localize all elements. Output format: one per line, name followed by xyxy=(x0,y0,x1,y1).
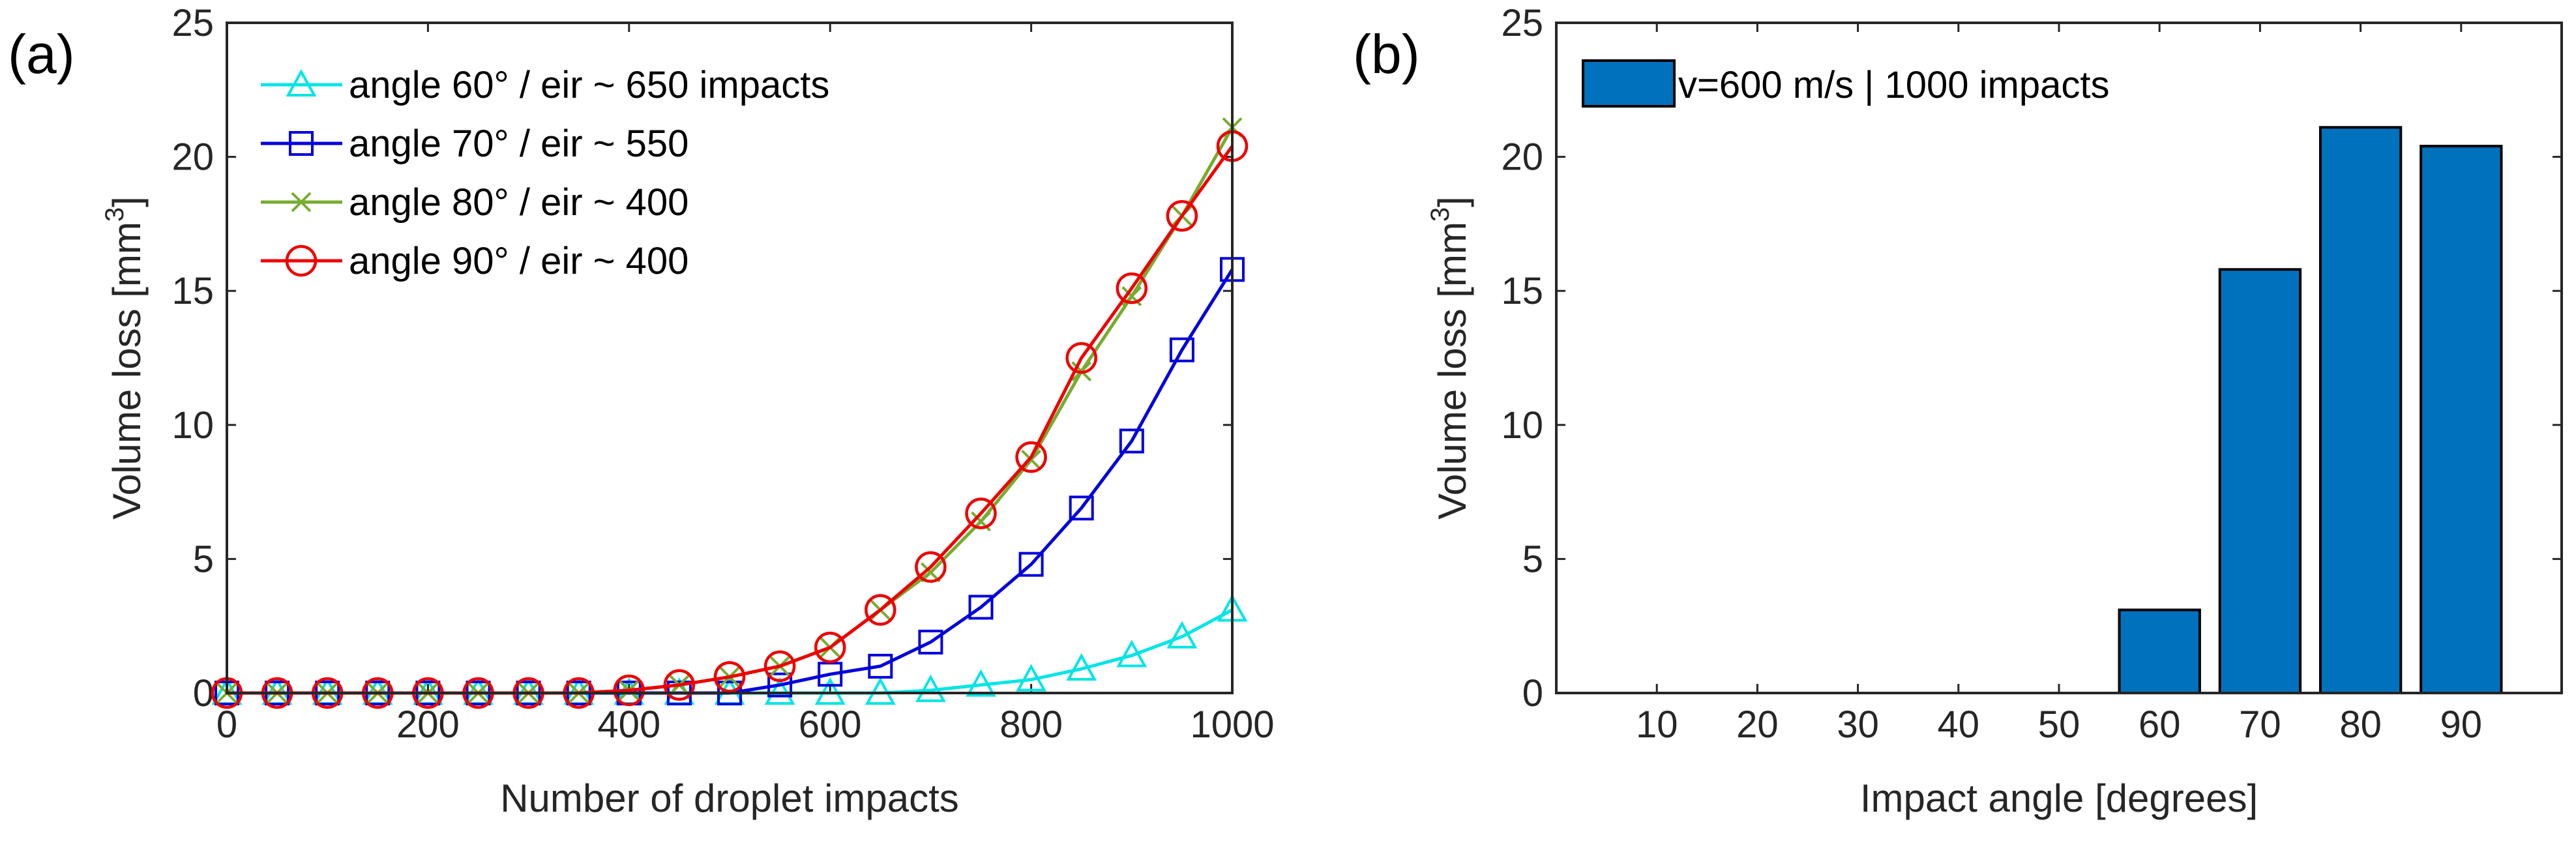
legend-label: angle 90° / eir ~ 400 xyxy=(349,240,688,282)
panel-a-x-axis-label: Number of droplet impacts xyxy=(500,776,959,820)
y-tick-label: 0 xyxy=(193,672,214,715)
legend-marker xyxy=(289,131,314,156)
x-tick-label: 0 xyxy=(216,703,237,746)
x-tick-label: 10 xyxy=(1636,703,1678,746)
series-triangle xyxy=(211,594,1248,705)
panel-a-axes-frame xyxy=(226,22,1234,694)
data-point xyxy=(613,674,645,707)
bar-60 xyxy=(2118,608,2201,695)
panel-b-axes-frame xyxy=(1555,22,2563,694)
data-point xyxy=(814,631,846,664)
panel-b-legend-label: v=600 m/s | 1000 impacts xyxy=(1678,64,2109,106)
panel-b-label: (b) xyxy=(1353,23,1420,85)
legend-background xyxy=(248,46,958,293)
legend-entry: angle 70° / eir ~ 550 xyxy=(261,123,688,165)
data-point xyxy=(915,674,946,702)
panel-b-y-axis-label: Volume loss [mm3] xyxy=(1426,196,1474,520)
panel-b-bars xyxy=(2118,126,2503,695)
panel-b-ticks: 0 5 10 15 20 25 10 20 30 40 50 60 70 80 90 xyxy=(1501,2,2562,746)
data-point xyxy=(1065,342,1097,374)
panel-a-label: (a) xyxy=(8,23,75,85)
x-tick-label: 50 xyxy=(2038,703,2080,746)
panel-a-legend: angle 60° / eir ~ 650 impacts angle 70° /… xyxy=(248,46,958,293)
data-point xyxy=(1015,441,1047,473)
data-point xyxy=(713,661,746,693)
y-tick-label: 5 xyxy=(193,538,214,580)
data-point xyxy=(1166,621,1198,649)
y-tick-label: 10 xyxy=(1501,404,1543,447)
bar-80 xyxy=(2318,126,2403,695)
legend-entry: angle 80° / eir ~ 400 xyxy=(261,181,688,224)
panel-b-bar-chart: (b) 0 5 10 15 20 25 10 20 30 40 50 60 70 80 90 v=600 m… xyxy=(1353,2,2563,820)
data-point xyxy=(1069,495,1094,521)
x-tick-label: 70 xyxy=(2239,703,2281,746)
data-point xyxy=(1119,428,1144,454)
x-tick-label: 200 xyxy=(396,703,460,746)
bar-70 xyxy=(2218,268,2302,694)
data-point xyxy=(918,629,943,655)
series-square xyxy=(215,257,1245,705)
data-point xyxy=(1016,664,1046,692)
panel-b-legend: v=600 m/s | 1000 impacts xyxy=(1582,59,2109,108)
data-point xyxy=(1066,653,1097,681)
x-tick-label: 1000 xyxy=(1190,703,1274,746)
data-point xyxy=(968,595,994,620)
x-tick-label: 20 xyxy=(1736,703,1779,746)
data-point xyxy=(763,650,796,683)
data-point xyxy=(915,551,947,583)
data-point xyxy=(966,669,996,697)
y-tick-label: 20 xyxy=(171,136,214,179)
y-tick-label: 25 xyxy=(1501,2,1543,44)
legend-entry: angle 60° / eir ~ 650 impacts xyxy=(261,64,829,106)
bar-90 xyxy=(2420,145,2503,695)
y-tick-label: 25 xyxy=(171,2,214,44)
legend-marker xyxy=(291,192,312,213)
legend-label: angle 60° / eir ~ 650 impacts xyxy=(349,64,829,106)
y-tick-label: 20 xyxy=(1501,136,1543,179)
y-tick-label: 0 xyxy=(1522,672,1543,715)
data-point xyxy=(1116,272,1148,304)
legend-label: angle 80° / eir ~ 400 xyxy=(349,181,688,224)
data-point xyxy=(1116,640,1147,668)
legend-marker xyxy=(285,244,318,277)
legend-swatch xyxy=(1582,59,1676,108)
legend-entry: angle 90° / eir ~ 400 xyxy=(261,240,688,282)
panel-b-x-axis-label: Impact angle [degrees] xyxy=(1860,776,2258,820)
y-tick-label: 10 xyxy=(171,404,214,447)
panel-a-y-axis-label: Volume loss [mm3] xyxy=(100,196,149,520)
x-tick-label: 60 xyxy=(2139,703,2181,746)
data-point xyxy=(865,594,896,626)
x-tick-label: 30 xyxy=(1837,703,1879,746)
x-tick-label: 40 xyxy=(1938,703,1980,746)
x-tick-label: 600 xyxy=(799,703,862,746)
panel-a-line-chart: (a) 0 200 400 600 800 1000 0 5 10 15 20 25 angle 60… xyxy=(8,2,1275,820)
data-point xyxy=(965,497,997,529)
data-point xyxy=(868,653,893,679)
panel-a-ticks: 0 200 400 600 800 1000 0 5 10 15 20 25 xyxy=(171,2,1274,746)
legend-label: angle 70° / eir ~ 550 xyxy=(349,123,688,165)
legend-marker xyxy=(286,68,317,96)
y-tick-label: 15 xyxy=(1501,270,1543,312)
data-point xyxy=(1166,199,1198,232)
x-tick-label: 80 xyxy=(2339,703,2382,746)
y-tick-label: 15 xyxy=(171,270,214,312)
x-tick-label: 800 xyxy=(999,703,1063,746)
series-line xyxy=(227,268,1234,695)
y-tick-label: 5 xyxy=(1522,538,1543,580)
x-tick-label: 400 xyxy=(597,703,660,746)
x-tick-label: 90 xyxy=(2440,703,2483,746)
data-point xyxy=(663,669,696,701)
data-point xyxy=(1018,552,1044,577)
data-point xyxy=(1169,337,1194,362)
data-point xyxy=(767,672,793,698)
